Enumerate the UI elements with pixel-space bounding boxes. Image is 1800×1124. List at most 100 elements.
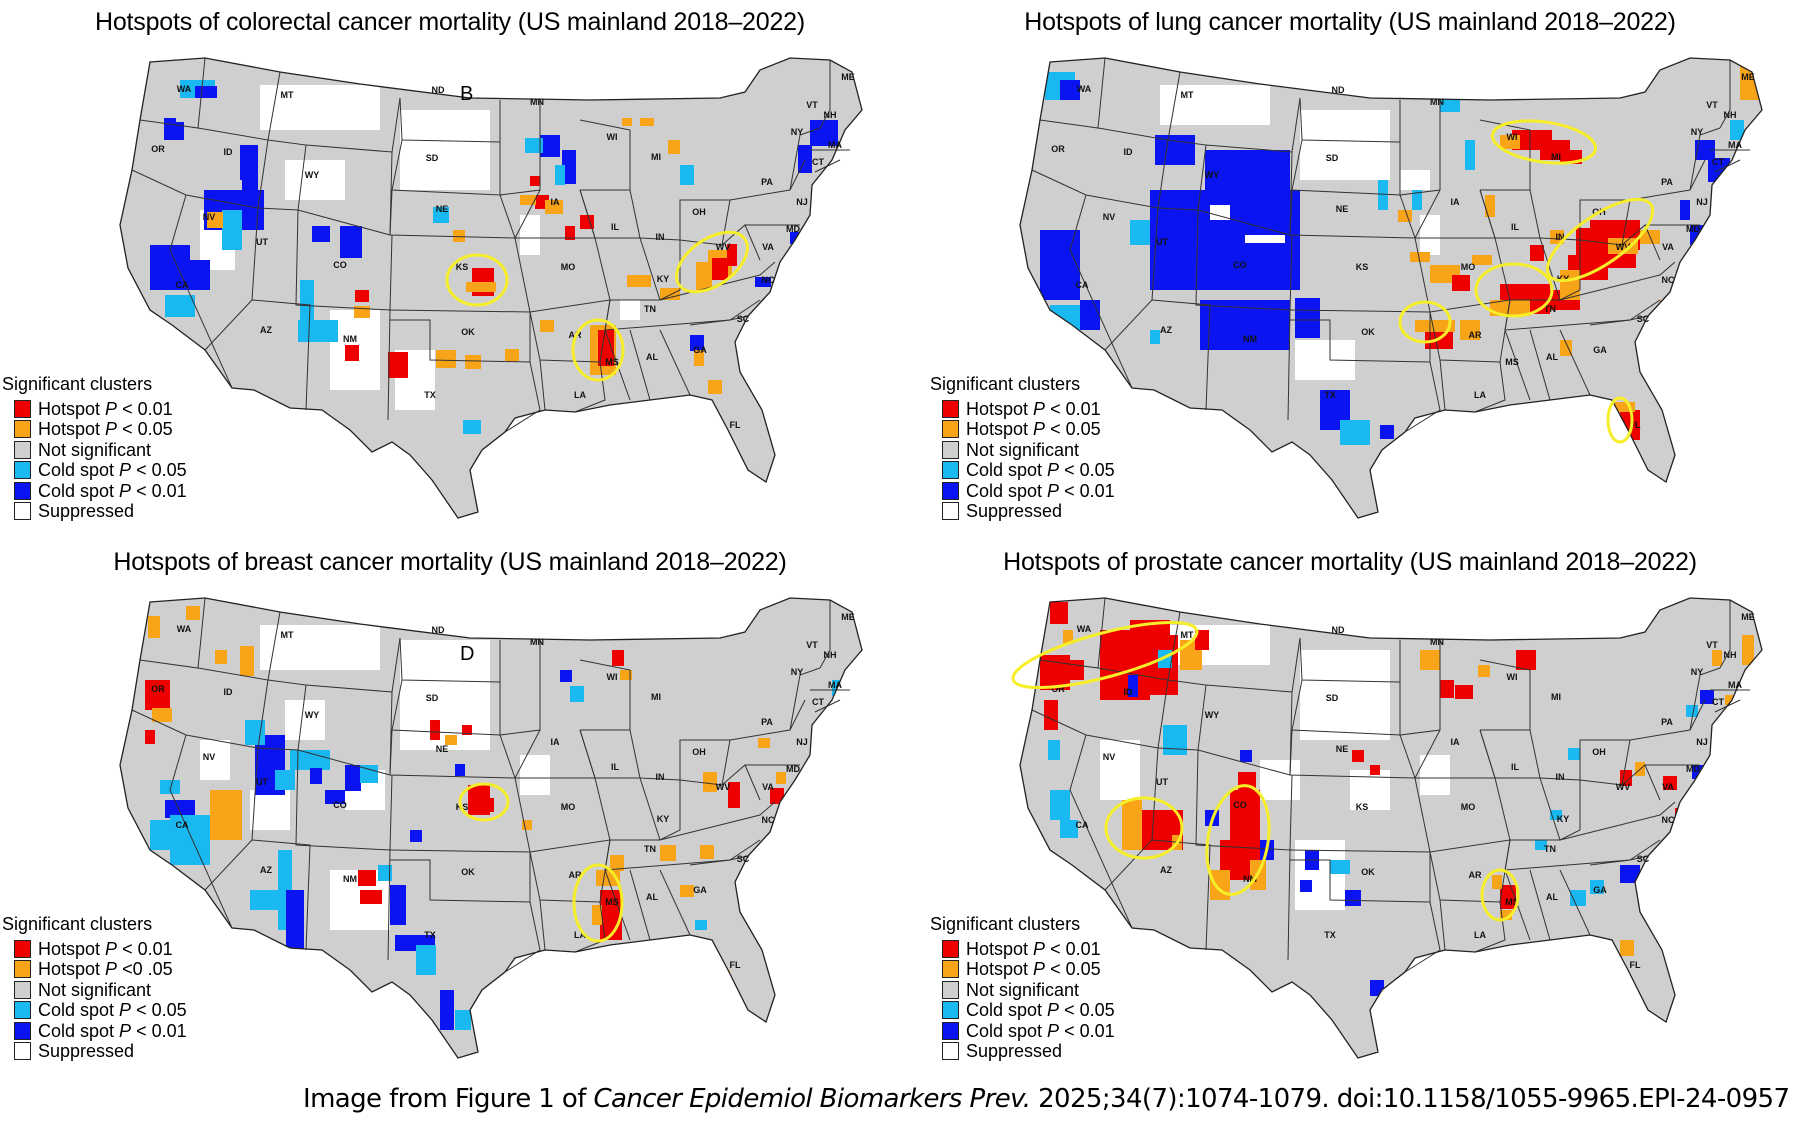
cluster-cold05 (1130, 220, 1150, 245)
state-label-tn: TN (1544, 304, 1556, 314)
state-label-ok: OK (461, 327, 475, 337)
state-label-me: ME (841, 612, 855, 622)
hotspot-highlight-ellipse (458, 782, 510, 822)
state-border (1559, 329, 1591, 396)
legend-item-cold01: Cold spot P < 0.01 (14, 1021, 187, 1042)
state-border (639, 777, 681, 841)
legend-swatch (14, 420, 31, 439)
state-border (297, 144, 393, 236)
cluster-hot01 (360, 890, 382, 904)
cluster-cold05 (1440, 100, 1460, 112)
cluster-cold05 (1163, 725, 1187, 755)
cluster-cold05 (1340, 420, 1370, 445)
state-border (1479, 119, 1531, 190)
state-label-vt: VT (1706, 100, 1718, 110)
state-border (659, 869, 691, 936)
cluster-cold01 (1128, 675, 1138, 697)
state-label-ma: MA (1728, 680, 1742, 690)
caption-journal: Cancer Epidemiol Biomarkers Prev. (593, 1084, 1031, 1114)
hotspot-highlight-ellipse (1474, 262, 1554, 318)
state-label-mt: MT (1181, 630, 1194, 640)
cluster-hot05 (1660, 300, 1680, 314)
cluster-hot05 (1485, 195, 1495, 217)
state-label-il: IL (1511, 762, 1520, 772)
state-label-nv: NV (1103, 752, 1116, 762)
state-label-az: AZ (1160, 865, 1172, 875)
legend-item-hot01: Hotspot P < 0.01 (942, 939, 1115, 960)
state-label-ms: MS (1505, 357, 1519, 367)
state-border (387, 849, 391, 961)
state-border (390, 312, 531, 363)
cluster-cold01 (1345, 890, 1361, 906)
legend-item-cold05: Cold spot P < 0.05 (942, 460, 1115, 481)
state-label-fl: FL (730, 960, 741, 970)
state-border (267, 611, 281, 681)
state-border (1291, 97, 1301, 153)
cluster-hot05 (708, 380, 722, 394)
state-border (1529, 329, 1551, 401)
state-border (1197, 684, 1293, 776)
state-label-mi: MI (1551, 152, 1561, 162)
state-label-pa: PA (761, 177, 773, 187)
cluster-cold01 (340, 226, 362, 258)
state-border (604, 869, 631, 941)
state-border (1539, 777, 1581, 841)
cluster-cold01 (455, 764, 465, 776)
state-label-nc: NC (762, 815, 775, 825)
legend-label: Cold spot P < 0.01 (966, 1020, 1115, 1041)
cluster-cold01 (690, 335, 704, 351)
cluster-hot05 (522, 820, 532, 830)
state-label-sd: SD (426, 693, 439, 703)
state-label-mn: MN (530, 97, 544, 107)
state-label-vt: VT (806, 640, 818, 650)
state-label-or: OR (151, 684, 165, 694)
cluster-cold01 (310, 768, 322, 784)
state-border (659, 801, 776, 841)
cluster-cold05 (275, 770, 295, 790)
cluster-hot05 (1472, 255, 1492, 265)
cluster-hot05 (1398, 210, 1412, 222)
cluster-cold01 (488, 462, 502, 474)
state-label-tx: TX (424, 390, 436, 400)
state-label-mn: MN (1430, 637, 1444, 647)
cluster-cold01 (165, 800, 195, 818)
state-label-nm: NM (343, 874, 357, 884)
state-border (1289, 729, 1416, 779)
cluster-cold01 (1295, 298, 1320, 338)
cluster-cold05 (1568, 748, 1580, 760)
suppressed-area (260, 625, 380, 670)
cluster-cold01 (345, 765, 361, 791)
cluster-hot01 (1516, 650, 1536, 670)
panel-title: Hotspots of colorectal cancer mortality … (95, 8, 805, 36)
state-label-in: IN (656, 772, 665, 782)
state-label-al: AL (1546, 892, 1558, 902)
cluster-cold01 (1695, 140, 1715, 160)
state-label-tn: TN (644, 304, 656, 314)
cluster-cold01 (176, 122, 184, 140)
state-label-nd: ND (432, 85, 445, 95)
state-label-wy: WY (1205, 710, 1220, 720)
state-label-il: IL (611, 762, 620, 772)
state-label-id: ID (1124, 687, 1134, 697)
state-border (499, 100, 541, 196)
state-label-ca: CA (176, 280, 189, 290)
state-border (604, 329, 631, 401)
state-label-nv: NV (203, 212, 216, 222)
state-label-fl: FL (1630, 960, 1641, 970)
legend: Significant clusters Hotspot P < 0.01 Hots… (930, 374, 1115, 522)
state-label-nj: NJ (1696, 197, 1708, 207)
cluster-hot05 (152, 708, 172, 722)
cluster-cold01 (1680, 200, 1690, 220)
state-label-mt: MT (1181, 90, 1194, 100)
cluster-cold05 (150, 820, 170, 850)
legend: Significant clusters Hotspot P < 0.01 Hots… (2, 374, 187, 522)
state-border (629, 329, 651, 401)
state-border (1195, 209, 1293, 311)
state-label-nm: NM (343, 334, 357, 344)
cluster-hot01 (1452, 275, 1470, 291)
state-label-ar: AR (1469, 330, 1482, 340)
cluster-hot01 (580, 215, 594, 229)
cluster-cold05 (695, 920, 707, 930)
cluster-cold01 (1040, 230, 1080, 300)
cluster-hot01 (1455, 685, 1473, 699)
